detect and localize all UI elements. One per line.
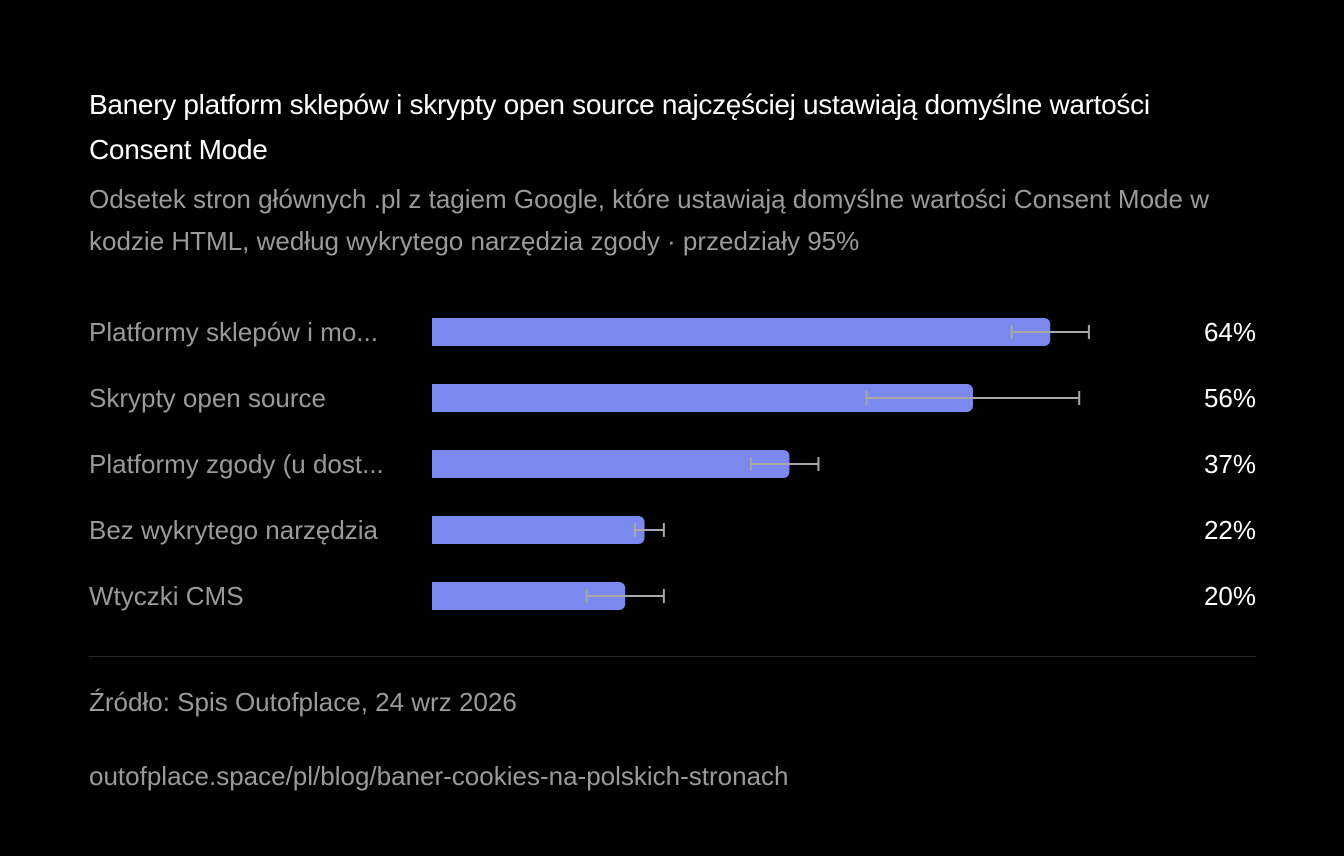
bar [432,516,645,544]
bar [432,450,790,478]
value-label: 22% [1204,515,1256,545]
value-label: 56% [1204,383,1256,413]
source-url: outofplace.space/pl/blog/baner-cookies-n… [89,761,789,791]
bar [432,582,626,610]
category-label: Skrypty open source [89,383,326,413]
bar [432,318,1051,346]
value-label: 37% [1204,449,1256,479]
category-label: Wtyczki CMS [89,581,244,611]
error-bar [865,391,1081,405]
footer-divider [89,656,1256,657]
value-label: 64% [1204,317,1256,347]
chart-subtitle: Odsetek stron głównych .pl z tagiem Goog… [89,184,1209,256]
error-bar [585,589,665,603]
error-bar [1010,325,1090,339]
bar [432,384,973,412]
chart-title: Banery platform sklepów i skrypty open s… [89,89,1150,165]
bar-chart: Platformy sklepów i mo... 64% Skrypty open… [89,317,1256,611]
value-label: 20% [1204,581,1256,611]
error-bar [633,523,665,537]
error-bar [749,457,820,471]
category-label: Platformy sklepów i mo... [89,317,378,347]
category-label: Bez wykrytego narzędzia [89,515,379,545]
source-note: Źródło: Spis Outofplace, 24 wrz 2026 [89,687,517,717]
category-label: Platformy zgody (u dost... [89,449,384,479]
